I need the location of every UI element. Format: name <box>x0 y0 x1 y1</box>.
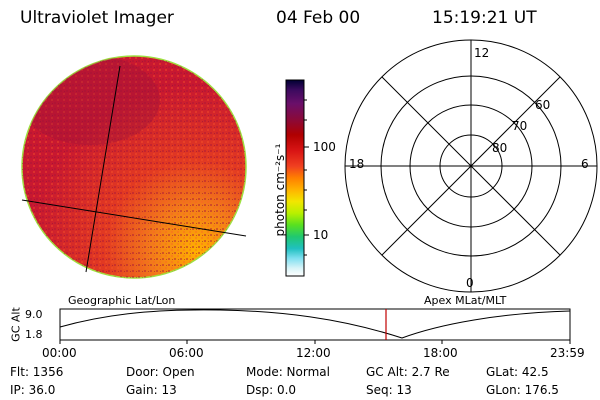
timeline-tick-1800: 18:00 <box>423 346 458 360</box>
info-door: Door: Open <box>126 365 195 379</box>
timeline-tick-2359: 23:59 <box>550 346 585 360</box>
polar-diagonal-2 <box>381 76 561 256</box>
polar-label-60: 60 <box>535 98 551 112</box>
timeline-tick-0000: 00:00 <box>42 346 77 360</box>
colorbar-gradient <box>285 79 305 277</box>
info-dsp: Dsp: 0.0 <box>246 383 297 397</box>
timeline-right-title: Apex MLat/MLT <box>424 294 507 307</box>
info-gain: Gain: 13 <box>126 383 177 397</box>
timeline-ymin-label: 1.8 <box>25 328 43 341</box>
info-sequence: Seq: 13 <box>366 383 412 397</box>
altitude-curve <box>59 309 571 339</box>
timeline-left-title: Geographic Lat/Lon <box>68 294 176 307</box>
info-geo-longitude: GLon: 176.5 <box>486 383 559 397</box>
image-date: 04 Feb 00 <box>276 8 361 28</box>
info-mode: Mode: Normal <box>246 365 330 379</box>
polar-label-6: 6 <box>581 157 589 171</box>
info-gc-altitude: GC Alt: 2.7 Re <box>366 365 450 379</box>
info-geo-latitude: GLat: 42.5 <box>486 365 549 379</box>
colorbar-label-10: 10 <box>313 228 329 242</box>
timeline-tick-0600: 06:00 <box>169 346 204 360</box>
meridian-line <box>85 65 121 273</box>
polar-label-80: 80 <box>492 141 508 155</box>
polar-label-18: 18 <box>349 157 365 171</box>
polar-label-70: 70 <box>512 119 528 133</box>
instrument-title: Ultraviolet Imager <box>20 8 174 28</box>
timeline-tick-1200: 12:00 <box>296 346 331 360</box>
polar-label-0: 0 <box>466 276 474 290</box>
timeline-frame <box>59 308 571 341</box>
info-flight: Flt: 1356 <box>10 365 64 379</box>
polar-label-12: 12 <box>474 46 490 60</box>
image-time: 15:19:21 UT <box>432 8 537 28</box>
timeline-ymax-label: 9.0 <box>25 308 43 321</box>
colorbar-label-100: 100 <box>313 140 336 154</box>
info-ip: IP: 36.0 <box>10 383 56 397</box>
parallel-line <box>21 199 247 237</box>
